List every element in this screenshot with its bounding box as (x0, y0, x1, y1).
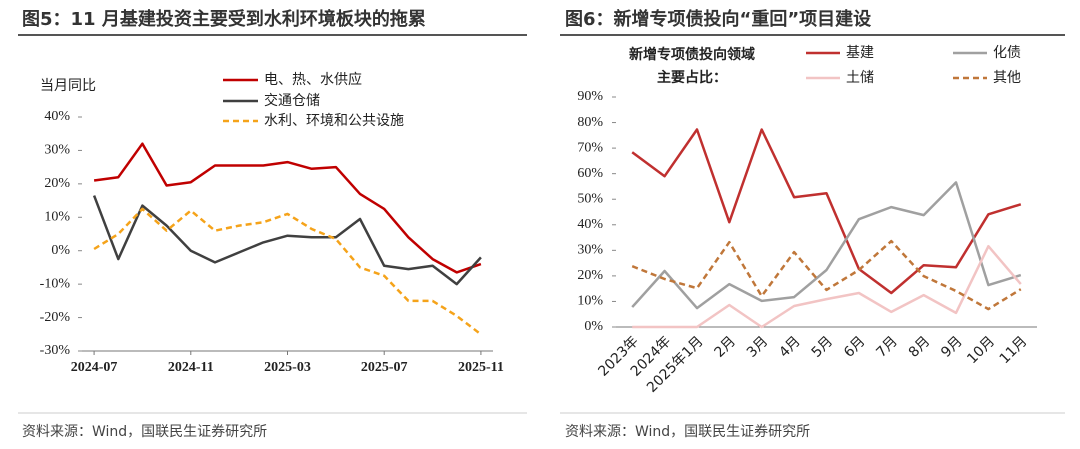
y-tick-label: 10% (44, 210, 70, 225)
x-tick-label: 10月 (964, 333, 998, 367)
x-tick-label: 7月 (873, 333, 901, 361)
y-tick-label: 0% (584, 319, 603, 334)
x-tick-label: 2024-07 (71, 360, 118, 375)
y-tick-label: 30% (44, 143, 70, 158)
x-tick-label: 9月 (938, 333, 966, 361)
x-tick-label: 6月 (841, 333, 869, 361)
y-tick-label: 20% (577, 268, 603, 283)
series-line (92, 195, 482, 286)
legend-label: 土储 (846, 70, 874, 86)
x-tick-label: 8月 (906, 333, 934, 361)
x-tick-label: 2025-07 (361, 360, 408, 375)
series-line (631, 128, 1022, 295)
series-line (93, 207, 482, 336)
source: 资料来源：Wind，国联民生证券研究所 (565, 424, 810, 440)
x-tick-label: 11月 (997, 333, 1031, 367)
x-tick-label: 4月 (776, 333, 804, 361)
source: 资料来源：Wind，国联民生证券研究所 (22, 424, 267, 440)
y-tick-label: 50% (577, 191, 603, 206)
x-tick-label: 2025-03 (264, 360, 311, 375)
y-tick-label: 70% (577, 140, 603, 155)
y-tick-label: 90% (577, 89, 603, 104)
x-tick-label: 2月 (711, 333, 739, 361)
legend-label: 电、热、水供应 (264, 71, 362, 88)
series-line (631, 181, 1022, 310)
series-line (631, 239, 1022, 311)
chart-title: 图5：11 月基建投资主要受到水利环境板块的拖累 (22, 8, 426, 30)
y-tick-label: 20% (44, 176, 70, 191)
x-tick-label: 2025-11 (458, 360, 504, 375)
x-tick-label: 3月 (744, 333, 772, 361)
legend-label: 化债 (993, 45, 1021, 61)
y-tick-label: 0% (51, 243, 70, 258)
y-tick-label: 40% (577, 217, 603, 232)
annotation: 主要占比： (657, 69, 727, 86)
chart-title: 图6：新增专项债投向“重回”项目建设 (565, 8, 871, 30)
y-tick-label: 40% (44, 109, 70, 124)
x-tick-label: 5月 (809, 333, 837, 361)
series-line (632, 244, 1022, 329)
y-tick-label: 80% (577, 115, 603, 130)
annotation: 新增专项债投向领域 (629, 46, 755, 63)
x-tick-label: 2024-11 (168, 360, 214, 375)
legend-label: 其他 (993, 70, 1021, 86)
y-tick-label: -30% (40, 343, 71, 358)
y-tick-label: 60% (577, 166, 603, 181)
series-line (93, 142, 482, 274)
y-tick-label: -20% (40, 310, 71, 325)
y-tick-label: 30% (577, 243, 603, 258)
legend-label: 交通仓储 (264, 92, 320, 109)
y-axis-label: 当月同比 (40, 78, 96, 94)
legend-label: 基建 (846, 44, 874, 61)
y-tick-label: 10% (577, 294, 603, 309)
legend-label: 水利、环境和公共设施 (264, 113, 404, 129)
y-tick-label: -10% (40, 276, 71, 291)
